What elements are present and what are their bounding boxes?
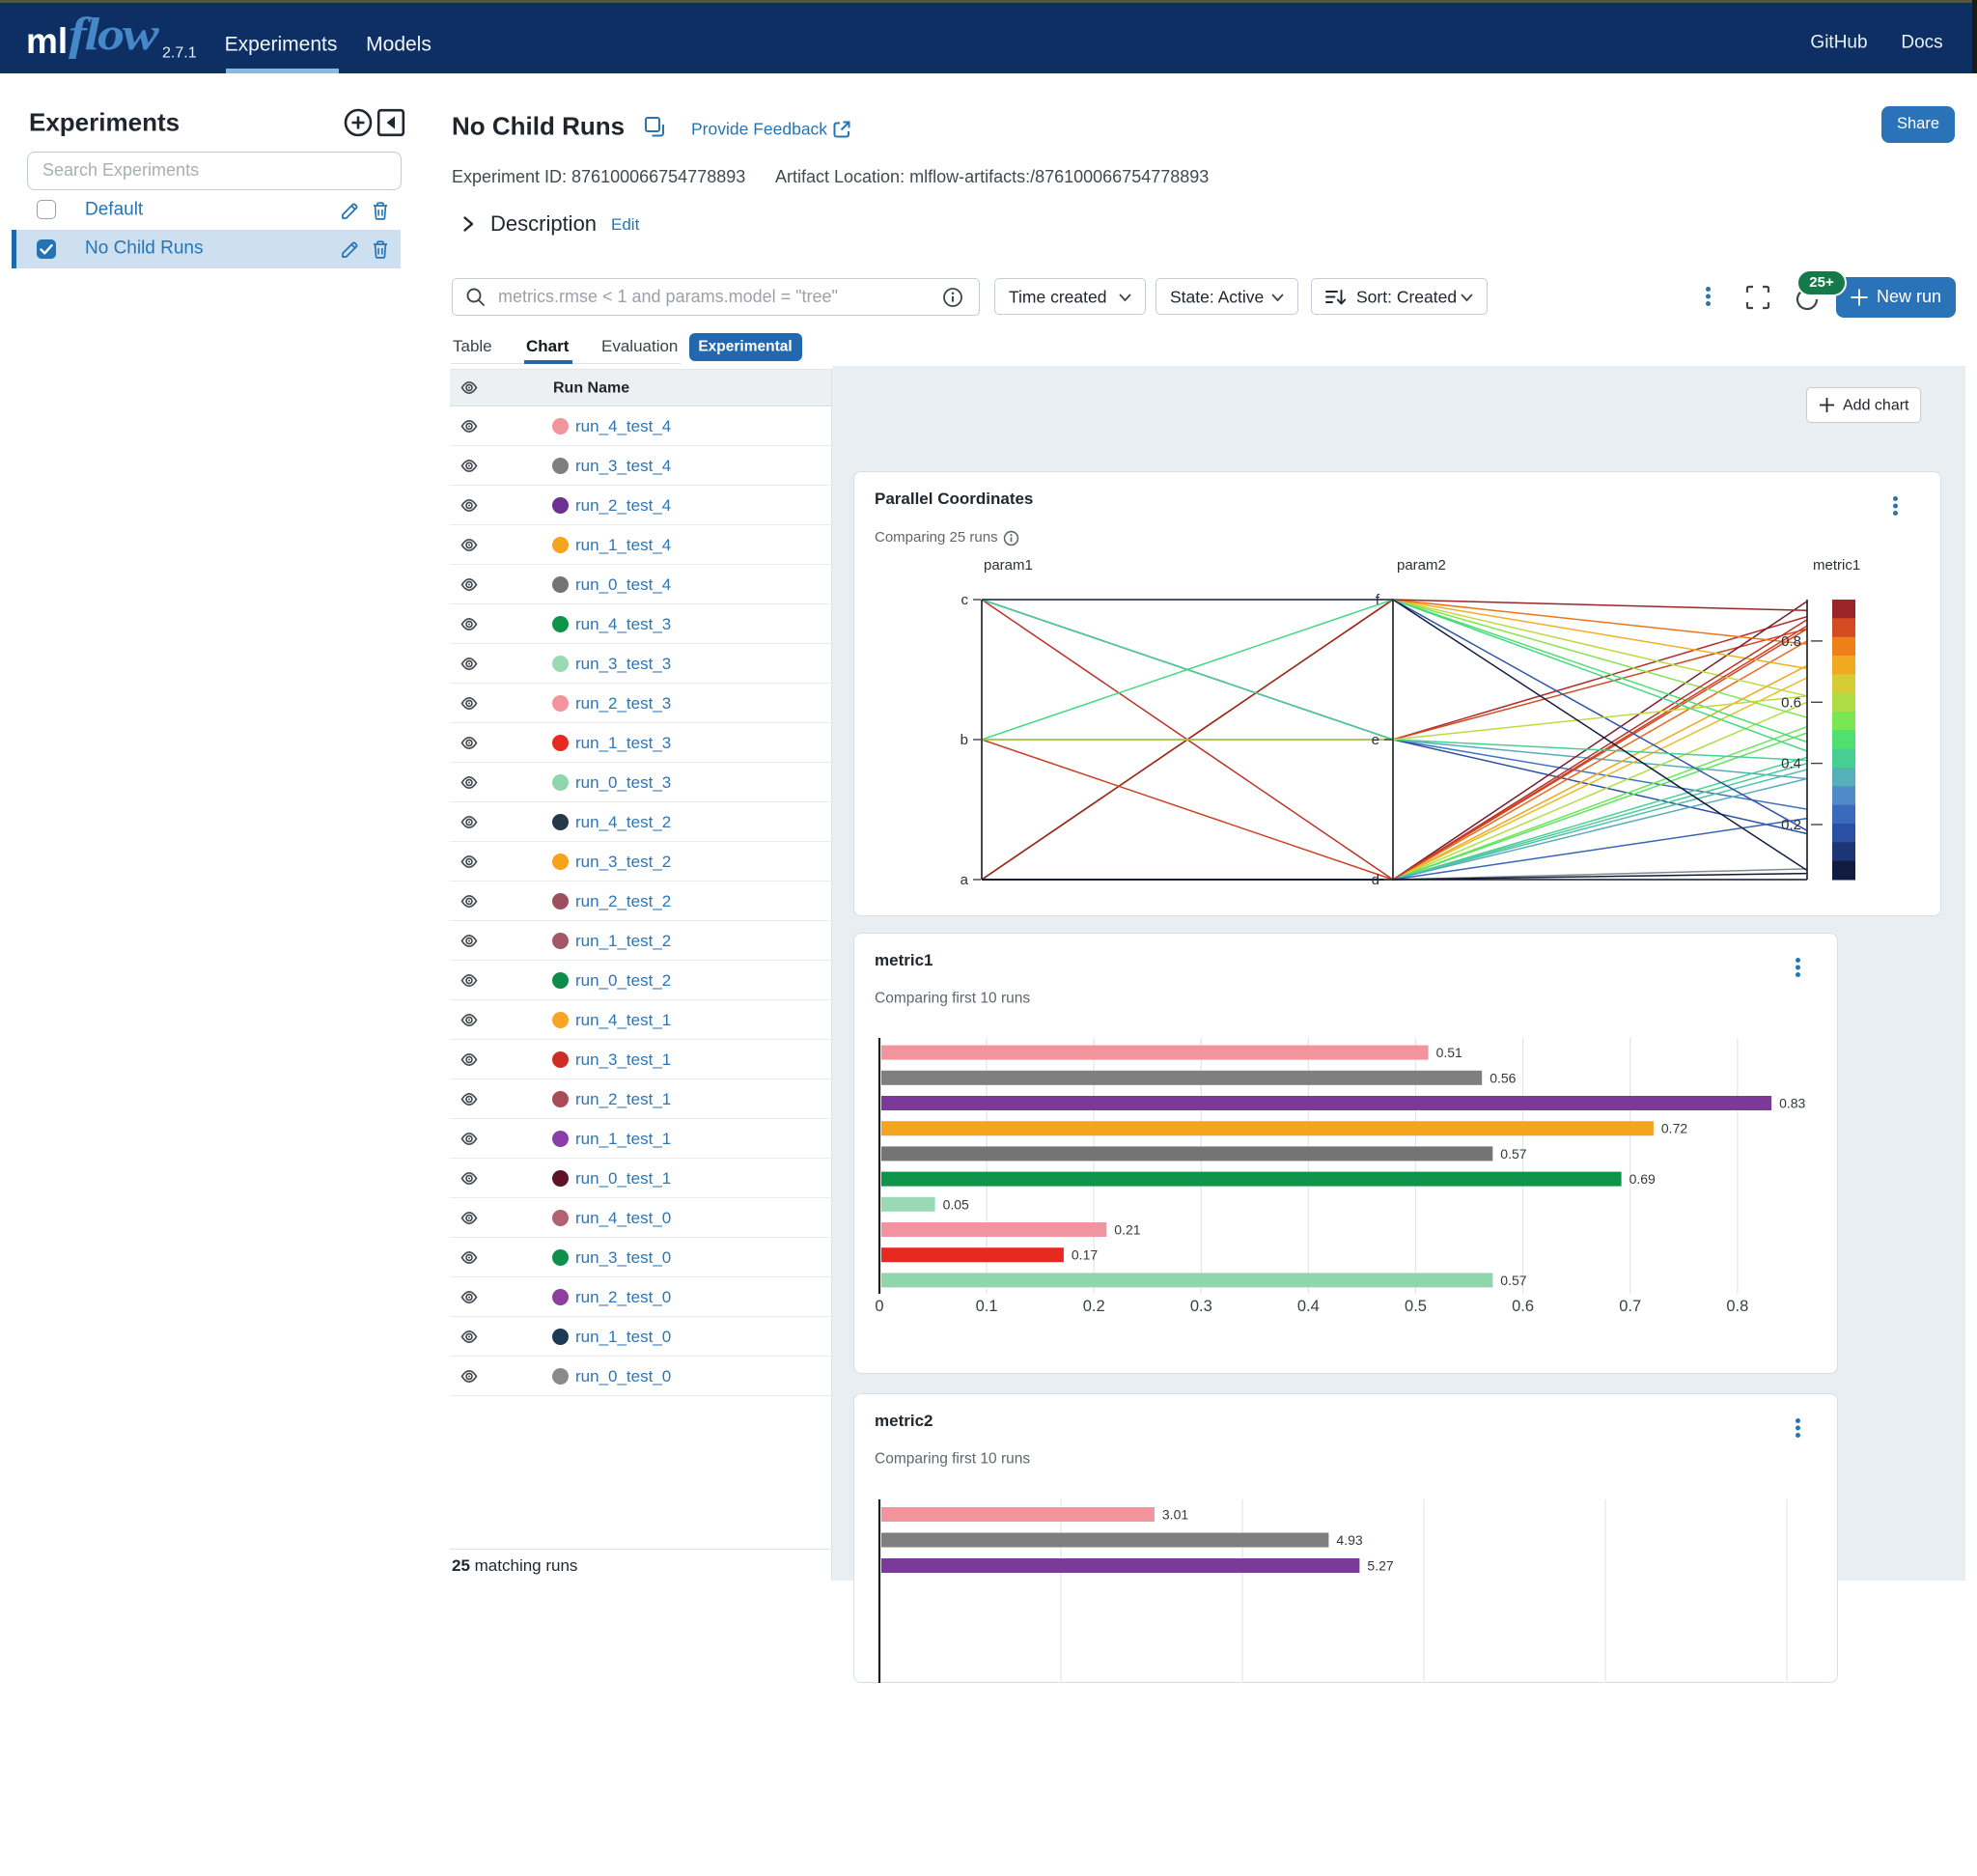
svg-text:d: d	[1372, 872, 1379, 888]
svg-text:5.27: 5.27	[1367, 1558, 1393, 1574]
svg-text:0.4: 0.4	[1781, 756, 1801, 772]
svg-text:0.4: 0.4	[1297, 1298, 1320, 1315]
svg-text:b: b	[961, 732, 968, 748]
svg-text:0.8: 0.8	[1726, 1298, 1748, 1315]
svg-text:metric1: metric1	[1813, 557, 1860, 574]
svg-text:3.01: 3.01	[1162, 1507, 1188, 1523]
svg-text:0.69: 0.69	[1629, 1171, 1656, 1187]
svg-text:0.17: 0.17	[1072, 1247, 1098, 1263]
svg-text:param1: param1	[984, 557, 1033, 574]
svg-text:e: e	[1372, 732, 1379, 748]
svg-text:0.8: 0.8	[1781, 633, 1801, 650]
svg-text:0.83: 0.83	[1779, 1096, 1805, 1111]
svg-text:0.51: 0.51	[1436, 1045, 1462, 1060]
svg-text:0.6: 0.6	[1781, 694, 1801, 711]
svg-text:0.05: 0.05	[943, 1196, 969, 1212]
svg-text:a: a	[961, 872, 969, 888]
svg-text:0.2: 0.2	[1083, 1298, 1105, 1315]
svg-text:0.6: 0.6	[1512, 1298, 1534, 1315]
svg-text:0.7: 0.7	[1619, 1298, 1641, 1315]
svg-text:0.21: 0.21	[1114, 1222, 1140, 1238]
svg-text:0.2: 0.2	[1781, 817, 1801, 833]
svg-text:0.5: 0.5	[1405, 1298, 1427, 1315]
svg-text:0: 0	[875, 1298, 883, 1315]
svg-text:0.57: 0.57	[1500, 1273, 1526, 1288]
svg-text:4.93: 4.93	[1336, 1532, 1362, 1548]
svg-text:param2: param2	[1397, 557, 1446, 574]
svg-text:0.57: 0.57	[1500, 1146, 1526, 1162]
svg-text:c: c	[961, 592, 969, 608]
svg-text:0.1: 0.1	[976, 1298, 998, 1315]
svg-text:0.3: 0.3	[1190, 1298, 1212, 1315]
svg-text:f: f	[1376, 592, 1380, 608]
svg-text:0.72: 0.72	[1661, 1121, 1687, 1136]
svg-text:0.56: 0.56	[1490, 1070, 1516, 1085]
